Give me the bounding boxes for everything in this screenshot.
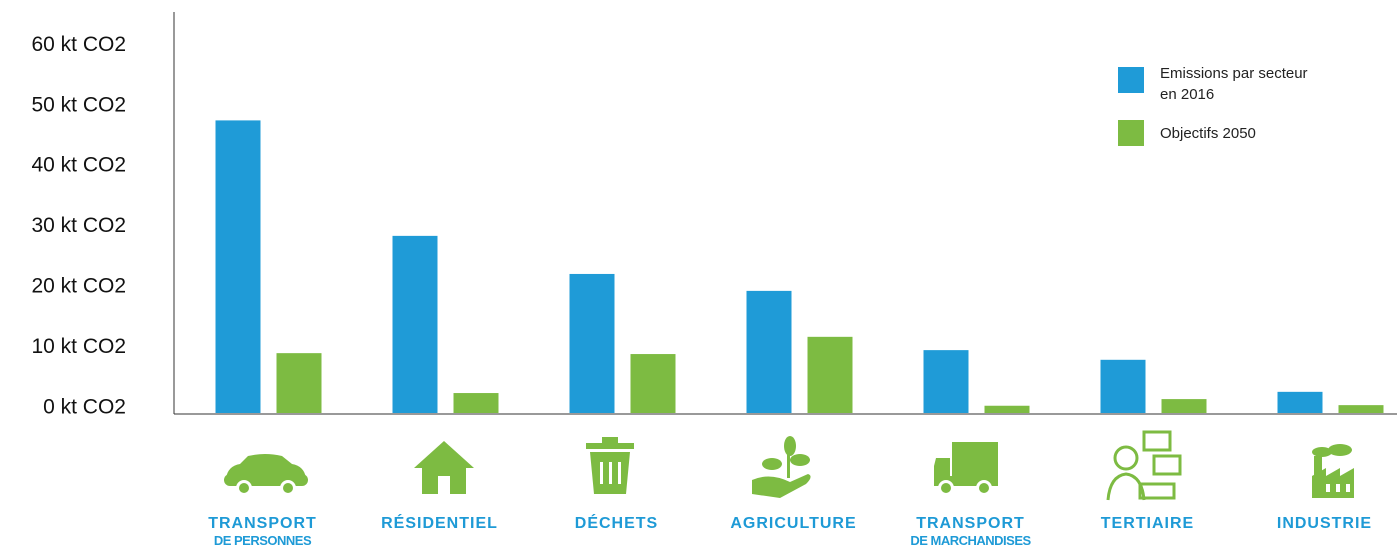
bar [1338,405,1384,413]
icons [224,430,1354,501]
y-tick-label: 10 kt CO2 [31,335,126,358]
car-icon [224,454,308,496]
x-tick-label: TRANSPORT DE MARCHANDISES [910,515,1031,548]
house-icon [414,441,474,494]
factory-icon [1312,444,1354,498]
bar [453,393,499,413]
bar [807,336,853,413]
bin-icon [586,437,634,494]
legend-label: Emissions par secteur en 2016 [1160,65,1308,103]
x-tick-label: RÉSIDENTIEL [381,515,498,532]
bar [630,354,676,413]
legend-swatch [1118,120,1144,146]
bar [1277,391,1323,413]
y-tick-label: 60 kt CO2 [31,33,126,56]
y-tick-label: 0 kt CO2 [43,396,126,419]
bar [746,290,792,413]
legend-swatch [1118,67,1144,93]
bar [215,120,261,414]
y-tick-label: 40 kt CO2 [31,154,126,177]
x-tick-label: AGRICULTURE [730,515,857,532]
x-tick-label: TERTIAIRE [1100,515,1195,532]
bar [984,405,1030,413]
y-tick-label: 50 kt CO2 [31,93,126,116]
y-tick-label: 20 kt CO2 [31,275,126,298]
truck-icon [934,442,998,496]
y-tick-label: 30 kt CO2 [31,214,126,237]
x-tick-label: DÉCHETS [574,515,659,532]
plant-icon [752,436,811,498]
legend-label: Objectifs 2050 [1160,125,1256,142]
x-tick-label: TRANSPORT DE PERSONNES [208,515,317,548]
x-tick-label: INDUSTRIE [1276,515,1373,532]
office-icon [1106,430,1182,501]
bar [1100,359,1146,413]
bar [276,353,322,413]
bar [392,235,438,413]
bar [923,350,969,413]
bar [569,273,615,413]
bar [1161,399,1207,413]
